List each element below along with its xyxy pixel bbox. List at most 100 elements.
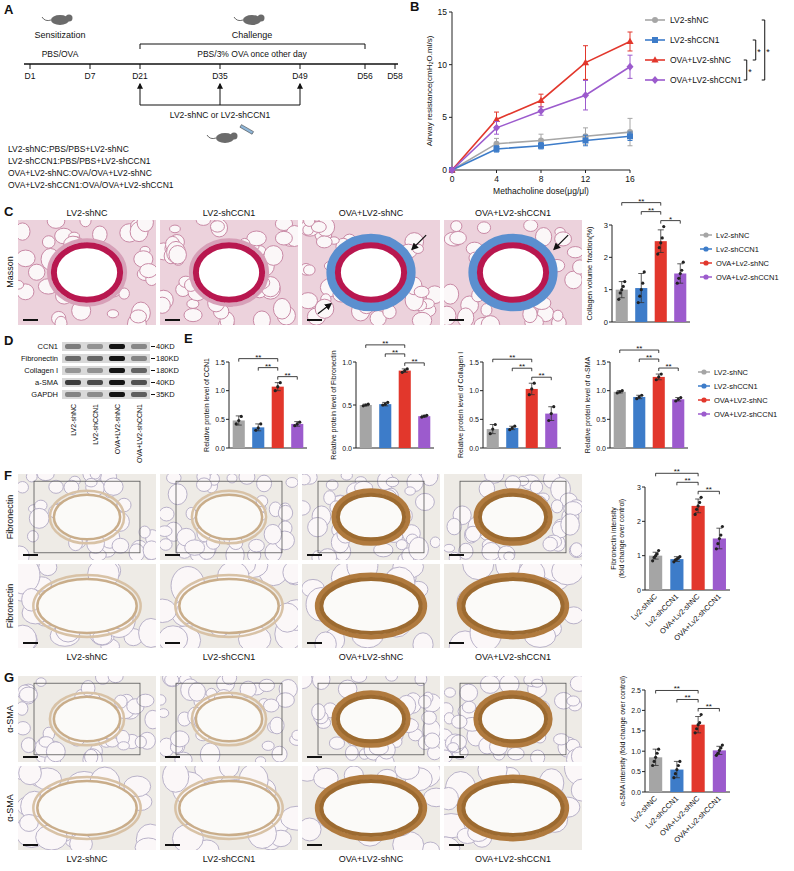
- significance-label: **: [255, 353, 261, 362]
- legend-label: OVA+LV2-shNC: [670, 55, 731, 65]
- size-label: 40KD: [156, 378, 175, 387]
- mouse-tail: [207, 135, 216, 139]
- error-bar: [638, 274, 644, 303]
- alveolus: [444, 688, 455, 697]
- data-point: [640, 394, 643, 397]
- smooth-muscle: [192, 693, 266, 746]
- blot-band: [87, 344, 103, 349]
- alveolus: [482, 542, 501, 560]
- collagen-layer: [331, 238, 411, 307]
- epithelium: [463, 579, 562, 633]
- y-tick-label: 1.0: [469, 387, 479, 394]
- error-bar: [695, 717, 701, 733]
- alveolus: [275, 231, 292, 245]
- y-tick: [609, 289, 612, 290]
- smooth-muscle: [175, 777, 282, 839]
- blot-band: [131, 356, 147, 361]
- alveolus: [273, 298, 290, 319]
- blot-band: [87, 392, 103, 397]
- data-point: [533, 382, 536, 385]
- zoom-box: [318, 683, 424, 755]
- stage-label: Sensitization: [34, 30, 85, 40]
- blot-band: [109, 380, 125, 385]
- y-tick: [353, 448, 356, 449]
- data-point: [237, 419, 240, 422]
- y-axis: [452, 12, 453, 170]
- alveolus: [200, 743, 220, 762]
- legend-label: OVA+Lv2-shCCN1: [716, 273, 779, 282]
- epithelium: [54, 697, 120, 742]
- data-point: [657, 549, 660, 552]
- significance-label: **: [392, 348, 398, 357]
- panel-letter: G: [4, 670, 14, 685]
- alveolus: [19, 766, 42, 785]
- epithelium: [463, 781, 562, 835]
- data-point: [680, 269, 683, 272]
- x-tick-label: OVA+Lv2-shCCN1: [672, 592, 723, 643]
- significance-label: *: [748, 67, 752, 77]
- data-point: [676, 282, 679, 285]
- y-axis: [610, 362, 611, 448]
- alveolus: [262, 741, 274, 750]
- data-point: [240, 415, 243, 418]
- plot-area: [616, 225, 687, 322]
- panel-letter: D: [4, 333, 13, 348]
- data-point: [640, 288, 643, 291]
- scale-bar: [23, 554, 38, 556]
- smooth-muscle: [50, 491, 124, 544]
- data-point: [552, 405, 555, 408]
- legend-swatch-dot: [701, 369, 706, 374]
- lane-label: OVA+LV2-shCCN1: [136, 404, 143, 463]
- legend-entry: OVA+LV2-shCCN1: [698, 410, 777, 419]
- alveolus: [210, 221, 224, 232]
- y-tick: [642, 590, 645, 591]
- data-point: [406, 367, 409, 370]
- alveolus: [39, 564, 57, 576]
- timeline-tick: [90, 64, 91, 69]
- y-tick: [480, 362, 483, 363]
- alveolus: [19, 687, 37, 702]
- data-point: [695, 727, 698, 730]
- y-tick: [642, 710, 645, 711]
- alveolus: [308, 517, 328, 536]
- micrograph: [160, 766, 298, 850]
- significance-label: **: [684, 476, 690, 485]
- alveolus: [27, 531, 38, 542]
- smooth-muscle: [175, 575, 282, 637]
- alveolus: [29, 508, 49, 528]
- data-point: [678, 760, 681, 763]
- alveolus: [163, 766, 189, 792]
- scale-bar: [449, 554, 464, 556]
- alveolus: [253, 311, 270, 325]
- image-label: LV2-shNC: [67, 854, 108, 864]
- y-axis-title-line: Fibronectin intensity: [610, 507, 618, 570]
- timeline-tick: [365, 64, 366, 69]
- alveolus: [312, 676, 330, 690]
- data-point: [678, 555, 681, 558]
- y-tick-label: 1: [604, 285, 608, 294]
- collagen-layer: [473, 238, 553, 307]
- x-tick-label: 0: [450, 174, 455, 184]
- alveolus: [412, 244, 423, 253]
- plot-area: [233, 381, 304, 448]
- x-tick: [496, 170, 497, 173]
- series-line: [452, 132, 630, 170]
- alveolus: [47, 220, 65, 228]
- y-tick: [642, 521, 645, 522]
- micrograph: [18, 676, 156, 762]
- group-label: OVA+LV2-shNC:OVA/OVA+LV2-shNC: [8, 168, 152, 178]
- data-point: [491, 427, 494, 430]
- y-tick-label: 5: [442, 112, 447, 122]
- bar: [360, 405, 372, 448]
- panel-letter: A: [4, 2, 14, 17]
- alveolus: [419, 695, 432, 708]
- alveolus: [46, 742, 65, 762]
- marker: [538, 107, 545, 115]
- y-tick-label: 0: [604, 318, 608, 327]
- data-point: [694, 513, 697, 516]
- alveolus: [160, 695, 166, 705]
- alveolus: [531, 750, 545, 762]
- error-bar: [674, 761, 680, 777]
- blot-band: [65, 356, 81, 361]
- data-point: [425, 414, 428, 417]
